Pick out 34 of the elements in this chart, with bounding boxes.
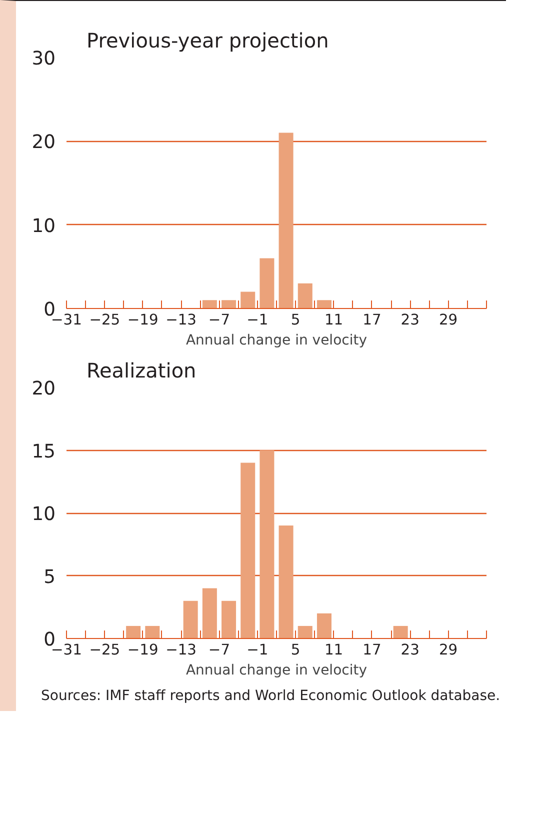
- x-tick-label: 11: [324, 312, 344, 328]
- x-tick-label: 5: [290, 312, 300, 328]
- x-tick-label: −13: [166, 312, 197, 328]
- x-tick-label: 17: [362, 312, 382, 328]
- y-tick-label: 5: [44, 566, 56, 588]
- y-tick-label: 20: [32, 378, 56, 400]
- x-tick-label: −25: [89, 312, 120, 328]
- chart-title: Previous-year projection: [86, 28, 329, 52]
- chart-title: Realization: [86, 358, 196, 382]
- x-tick-label: 29: [438, 642, 458, 658]
- x-tick-label: 5: [290, 642, 300, 658]
- y-tick-label: 10: [32, 504, 56, 525]
- x-tick-label: 17: [362, 642, 382, 658]
- source-note: Sources: IMF staff reports and World Economic Outlook database.: [41, 687, 500, 706]
- x-tick-label: −19: [127, 312, 158, 328]
- y-tick-label: 20: [32, 132, 56, 154]
- y-tick-label: 0: [44, 630, 56, 650]
- y-tick-label: 10: [32, 216, 56, 237]
- x-tick-label: −7: [208, 642, 230, 658]
- x-axis-title: Annual change in velocity: [186, 332, 368, 348]
- x-tick-label: 23: [400, 642, 420, 658]
- x-tick-label: −1: [246, 312, 268, 328]
- x-axis-title: Annual change in velocity: [186, 662, 368, 678]
- x-tick-label: −1: [246, 642, 268, 658]
- y-tick-label: 15: [32, 441, 56, 462]
- x-tick-label: 29: [438, 312, 458, 328]
- x-tick-label: −13: [166, 642, 197, 658]
- x-tick-label: −7: [208, 312, 230, 328]
- x-tick-label: −25: [89, 642, 120, 658]
- x-tick-label: 23: [400, 312, 420, 328]
- y-tick-label: 30: [32, 48, 56, 70]
- x-tick-label: 11: [324, 642, 344, 658]
- y-tick-label: 0: [44, 300, 56, 320]
- x-tick-label: −19: [127, 642, 158, 658]
